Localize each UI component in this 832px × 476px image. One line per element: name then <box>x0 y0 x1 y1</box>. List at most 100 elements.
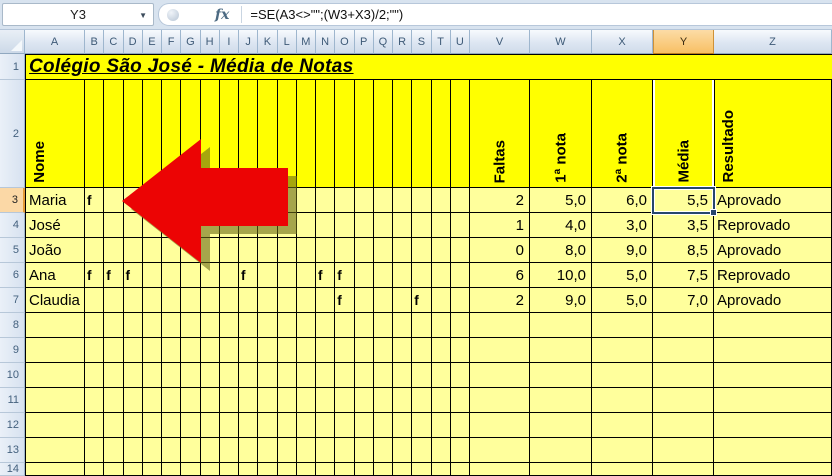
row-header-6[interactable]: 6 <box>0 263 25 288</box>
cell-L11[interactable] <box>277 388 297 413</box>
cell-P11[interactable] <box>354 388 374 413</box>
cell-B6[interactable]: f <box>85 263 105 288</box>
cell-T7[interactable] <box>431 288 451 313</box>
cell-A5[interactable]: João <box>25 238 85 263</box>
cell-X12[interactable] <box>592 413 653 438</box>
cell-O14[interactable] <box>335 463 355 476</box>
cell-G6[interactable] <box>181 263 201 288</box>
cell-P2[interactable] <box>354 80 374 188</box>
cell-I8[interactable] <box>219 313 239 338</box>
cell-C11[interactable] <box>104 388 124 413</box>
cell-D6[interactable]: f <box>123 263 143 288</box>
cell-K6[interactable] <box>258 263 278 288</box>
cell-P6[interactable] <box>354 263 374 288</box>
cell-B11[interactable] <box>85 388 105 413</box>
cell-V6[interactable]: 6 <box>470 263 530 288</box>
cell-G2[interactable] <box>181 80 201 188</box>
cell-U9[interactable] <box>450 338 470 363</box>
cell-Q3[interactable] <box>373 188 393 213</box>
cell-J5[interactable] <box>239 238 259 263</box>
cell-M14[interactable] <box>296 463 316 476</box>
cell-Z2[interactable]: Resultado <box>714 80 832 188</box>
column-header-P[interactable]: P <box>354 30 374 54</box>
cell-H4[interactable] <box>200 213 220 238</box>
cell-I10[interactable] <box>219 363 239 388</box>
column-header-H[interactable]: H <box>200 30 220 54</box>
row-header-11[interactable]: 11 <box>0 388 25 413</box>
cell-T11[interactable] <box>431 388 451 413</box>
cell-F9[interactable] <box>162 338 182 363</box>
cell-N13[interactable] <box>316 438 336 463</box>
cell-B13[interactable] <box>85 438 105 463</box>
cell-W9[interactable] <box>530 338 592 363</box>
cell-Z12[interactable] <box>714 413 832 438</box>
cell-S11[interactable] <box>412 388 432 413</box>
formula-text[interactable]: =SE(A3<>"";(W3+X3)/2;"") <box>250 7 404 22</box>
cell-K10[interactable] <box>258 363 278 388</box>
cell-K4[interactable] <box>258 213 278 238</box>
cell-H11[interactable] <box>200 388 220 413</box>
cell-Z4[interactable]: Reprovado <box>714 213 832 238</box>
column-header-O[interactable]: O <box>335 30 355 54</box>
cell-A3[interactable]: Maria <box>25 188 85 213</box>
cell-K9[interactable] <box>258 338 278 363</box>
column-header-Q[interactable]: Q <box>373 30 393 54</box>
cell-F4[interactable] <box>162 213 182 238</box>
cell-K7[interactable] <box>258 288 278 313</box>
cell-Q7[interactable] <box>373 288 393 313</box>
cell-V14[interactable] <box>470 463 530 476</box>
cell-S10[interactable] <box>412 363 432 388</box>
cell-V9[interactable] <box>470 338 530 363</box>
cell-T6[interactable] <box>431 263 451 288</box>
cell-L14[interactable] <box>277 463 297 476</box>
cell-G9[interactable] <box>181 338 201 363</box>
column-header-K[interactable]: K <box>258 30 278 54</box>
cell-Y9[interactable] <box>653 338 714 363</box>
cell-I14[interactable] <box>219 463 239 476</box>
cell-C5[interactable] <box>104 238 124 263</box>
cell-X5[interactable]: 9,0 <box>592 238 653 263</box>
column-header-W[interactable]: W <box>530 30 592 54</box>
cell-M6[interactable] <box>296 263 316 288</box>
cell-V10[interactable] <box>470 363 530 388</box>
row-header-3[interactable]: 3 <box>0 188 25 213</box>
name-box-dropdown-icon[interactable]: ▼ <box>139 11 147 20</box>
cell-P9[interactable] <box>354 338 374 363</box>
cell-J2[interactable] <box>239 80 259 188</box>
cell-C8[interactable] <box>104 313 124 338</box>
cell-A7[interactable]: Claudia <box>25 288 85 313</box>
cell-W11[interactable] <box>530 388 592 413</box>
cell-A14[interactable] <box>25 463 85 476</box>
cell-A12[interactable] <box>25 413 85 438</box>
cell-U3[interactable] <box>450 188 470 213</box>
cell-N4[interactable] <box>316 213 336 238</box>
cell-Y14[interactable] <box>653 463 714 476</box>
column-header-Y[interactable]: Y <box>653 30 714 54</box>
cell-F2[interactable] <box>162 80 182 188</box>
cell-R11[interactable] <box>393 388 413 413</box>
cell-O3[interactable] <box>335 188 355 213</box>
cell-G13[interactable] <box>181 438 201 463</box>
cell-S5[interactable] <box>412 238 432 263</box>
column-header-L[interactable]: L <box>277 30 297 54</box>
column-header-U[interactable]: U <box>450 30 470 54</box>
cell-K14[interactable] <box>258 463 278 476</box>
cell-G14[interactable] <box>181 463 201 476</box>
cell-I4[interactable] <box>219 213 239 238</box>
cell-K11[interactable] <box>258 388 278 413</box>
cell-N12[interactable] <box>316 413 336 438</box>
cell-E12[interactable] <box>142 413 162 438</box>
cell-Y6[interactable]: 7,5 <box>653 263 714 288</box>
cell-O11[interactable] <box>335 388 355 413</box>
cell-D8[interactable] <box>123 313 143 338</box>
cell-S3[interactable] <box>412 188 432 213</box>
cell-T10[interactable] <box>431 363 451 388</box>
cell-V4[interactable]: 1 <box>470 213 530 238</box>
cell-L2[interactable] <box>277 80 297 188</box>
cell-E13[interactable] <box>142 438 162 463</box>
cell-N3[interactable] <box>316 188 336 213</box>
cell-F3[interactable] <box>162 188 182 213</box>
cell-U8[interactable] <box>450 313 470 338</box>
cell-K13[interactable] <box>258 438 278 463</box>
cell-M7[interactable] <box>296 288 316 313</box>
